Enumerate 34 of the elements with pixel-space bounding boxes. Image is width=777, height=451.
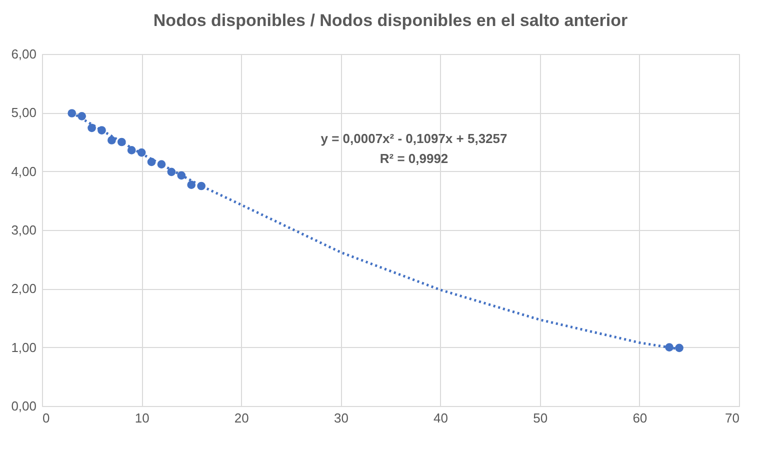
- y-tick-label: 1,00: [11, 340, 36, 355]
- point: [675, 344, 684, 352]
- annotation: y = 0,0007x² - 0,1097x + 5,3257: [320, 131, 508, 146]
- point: [137, 148, 146, 157]
- point: [98, 126, 106, 134]
- point: [665, 343, 674, 352]
- x-tick-label: 50: [533, 410, 548, 426]
- point: [177, 171, 186, 180]
- point: [117, 138, 126, 146]
- x-tick-label: 30: [334, 410, 348, 426]
- point: [157, 160, 166, 168]
- y-tick-label: 3,00: [11, 222, 36, 238]
- x-tick-label: 70: [725, 410, 740, 426]
- point: [108, 136, 116, 144]
- x-tick-label: 0: [42, 410, 50, 426]
- y-tick-label: 5,00: [11, 105, 36, 120]
- x-tick-label: 20: [234, 410, 249, 426]
- x-tick-label: 40: [434, 410, 448, 426]
- y-tick-label: 4,00: [11, 164, 36, 179]
- point: [68, 109, 76, 118]
- point: [167, 168, 176, 176]
- annotation: R² = 0,9992: [380, 151, 448, 166]
- y-tick-label: 6,00: [11, 46, 36, 62]
- point: [147, 158, 156, 166]
- x-tick-label: 10: [134, 410, 150, 426]
- y-tick-label: 0,00: [11, 398, 36, 414]
- point: [187, 180, 196, 189]
- y-tick-label: 2,00: [11, 281, 36, 296]
- point: [78, 112, 86, 120]
- point: [127, 146, 136, 154]
- point: [88, 124, 96, 132]
- x-tick-label: 60: [632, 410, 648, 426]
- point: [197, 182, 206, 190]
- chart-title: Nodos disponibles / Nodos disponibles en el salto anterior: [153, 11, 628, 30]
